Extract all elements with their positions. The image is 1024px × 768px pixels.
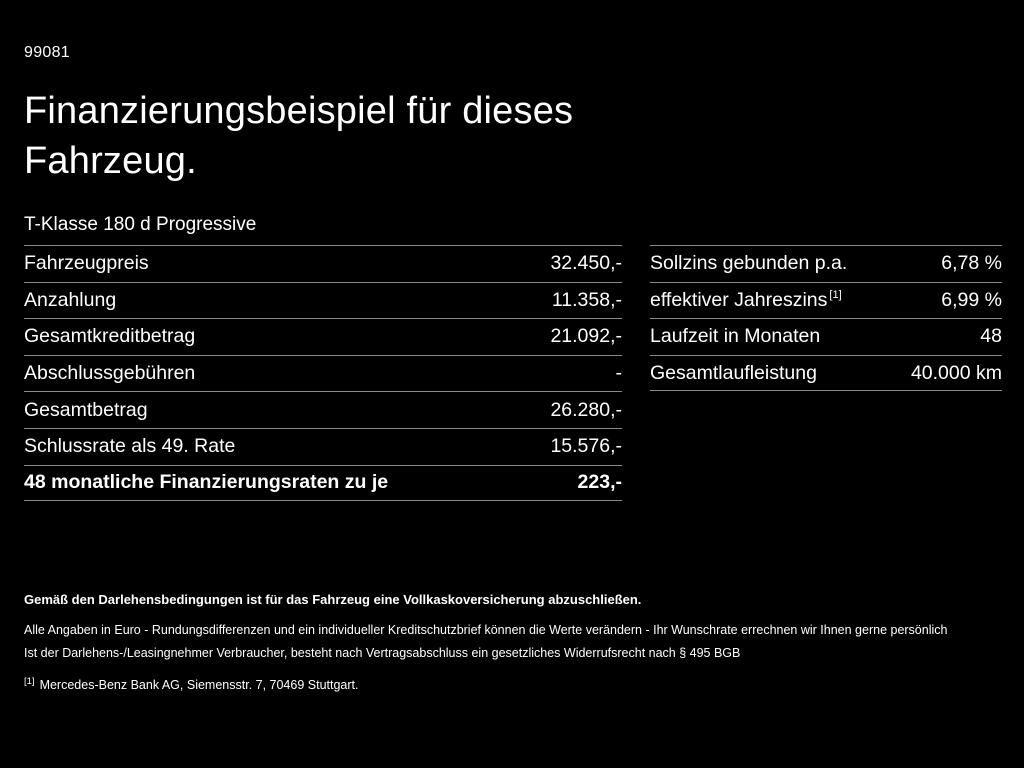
financing-table-left: Fahrzeugpreis 32.450,- Anzahlung 11.358,… — [24, 245, 623, 502]
row-label: Laufzeit in Monaten — [650, 325, 821, 348]
table-row: Abschlussgebühren - — [24, 354, 623, 392]
page-title-line1: Finanzierungsbeispiel für dieses — [24, 90, 574, 132]
financing-tables: Fahrzeugpreis 32.450,- Anzahlung 11.358,… — [24, 245, 1002, 502]
row-label: Fahrzeugpreis — [24, 252, 149, 275]
row-label: Gesamtbetrag — [24, 398, 148, 421]
footnote-bank: [1] Mercedes-Benz Bank AG, Siemensstr. 7,… — [24, 675, 1002, 692]
row-label: Sollzins gebunden p.a. — [650, 252, 848, 275]
table-row: Anzahlung 11.358,- — [24, 281, 622, 319]
row-label: Gesamtkreditbetrag — [24, 325, 196, 348]
table-row: Fahrzeugpreis 32.450,- — [24, 245, 622, 282]
row-value: 40.000 km — [910, 361, 1002, 384]
row-value: 11.358,- — [551, 288, 622, 311]
row-value: 15.576,- — [550, 435, 622, 458]
footnote-text: Mercedes-Benz Bank AG, Siemensstr. 7, 70… — [39, 678, 359, 692]
row-value: 6,99 % — [941, 288, 1002, 311]
table-row: Gesamtkreditbetrag 21.092,- — [24, 318, 622, 355]
table-row: Sollzins gebunden p.a. 6,78 % — [650, 245, 1002, 282]
offer-code: 99081 — [24, 44, 70, 61]
table-row: Gesamtbetrag 26.280,- — [24, 391, 622, 428]
page-title: Finanzierungsbeispiel für dieses Fahrzeu… — [24, 86, 1002, 186]
financing-table-right: Sollzins gebunden p.a. 6,78 % effektiver… — [650, 245, 1002, 392]
vehicle-model: T-Klasse 180 d Progressive — [24, 214, 257, 235]
row-label: Gesamtlaufleistung — [650, 361, 817, 384]
row-value: 21.092,- — [550, 325, 622, 348]
footnote-marker: [1] — [24, 675, 35, 687]
row-value: 26.280,- — [550, 398, 622, 421]
row-label: Anzahlung — [24, 288, 117, 311]
row-label: 48 monatliche Finanzierungsraten zu je — [24, 471, 389, 494]
row-value: 32.450,- — [550, 252, 622, 275]
page-title-line2: Fahrzeug. — [24, 140, 197, 182]
table-row: effektiver Jahreszins [1] 6,99 % — [650, 281, 1002, 319]
row-label: Abschlussgebühren — [24, 362, 196, 385]
table-row-monthly-rate: 48 monatliche Finanzierungsraten zu je 2… — [24, 464, 622, 502]
legal-line-2: Ist der Darlehens-/Leasingnehmer Verbrau… — [24, 646, 741, 660]
footnote-ref-icon: [1] — [829, 289, 842, 302]
row-value: 6,78 % — [941, 252, 1002, 275]
table-row: Gesamtlaufleistung 40.000 km — [650, 354, 1002, 392]
row-label: effektiver Jahreszins [1] — [650, 288, 842, 311]
row-label: Schlussrate als 49. Rate — [24, 435, 236, 458]
row-value: - — [615, 362, 623, 385]
legal-footer: Gemäß den Darlehensbedingungen ist für d… — [24, 592, 1002, 692]
row-value: 48 — [980, 325, 1002, 348]
row-value: 223,- — [577, 471, 622, 494]
table-row: Laufzeit in Monaten 48 — [650, 318, 1002, 355]
table-row: Schlussrate als 49. Rate 15.576,- — [24, 427, 622, 465]
insurance-note: Gemäß den Darlehensbedingungen ist für d… — [24, 592, 642, 607]
legal-line-1: Alle Angaben in Euro - Rundungsdifferenz… — [24, 623, 948, 637]
